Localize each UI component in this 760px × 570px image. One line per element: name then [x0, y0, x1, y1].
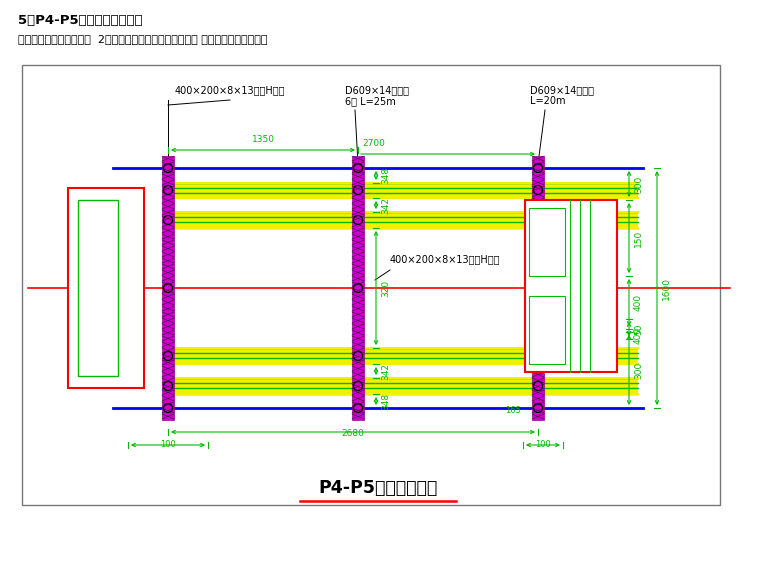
Text: 342: 342 — [381, 363, 390, 380]
Text: 320: 320 — [381, 279, 390, 296]
Text: P4: P4 — [76, 283, 90, 293]
Bar — [164, 183, 638, 198]
Text: 160: 160 — [572, 213, 578, 227]
Text: L=20m: L=20m — [530, 96, 565, 106]
Bar — [164, 212, 638, 228]
Text: 1600: 1600 — [662, 276, 671, 299]
Text: D609×14锤管桑: D609×14锤管桑 — [530, 85, 594, 95]
Text: 2680: 2680 — [341, 429, 365, 438]
Text: 300: 300 — [634, 176, 643, 193]
Text: 348: 348 — [381, 392, 390, 410]
Text: 400: 400 — [634, 294, 643, 311]
Text: D609×14锤管桑: D609×14锤管桑 — [345, 85, 409, 95]
Text: 400×200×8×13双拼H型钔: 400×200×8×13双拼H型钔 — [390, 254, 501, 264]
Text: 300: 300 — [634, 361, 643, 378]
Bar — [164, 348, 638, 364]
Text: 342: 342 — [381, 197, 390, 214]
Bar — [532, 156, 544, 420]
Text: 6根 L=25m: 6根 L=25m — [345, 96, 396, 106]
Text: 130: 130 — [572, 298, 578, 312]
Text: 5、P4-P5跨跨中锤管桑验算: 5、P4-P5跨跨中锤管桑验算 — [18, 14, 143, 27]
Text: 100: 100 — [535, 440, 551, 449]
Bar — [529, 208, 565, 276]
Bar — [164, 378, 638, 394]
Text: 150: 150 — [634, 229, 643, 247]
Text: 400×200×8×13双拼H型钔: 400×200×8×13双拼H型钔 — [175, 85, 286, 95]
Text: 100: 100 — [160, 440, 176, 449]
Bar — [525, 200, 617, 372]
Bar — [352, 156, 364, 420]
Bar — [22, 65, 720, 505]
Text: 50: 50 — [634, 323, 643, 335]
Bar — [68, 188, 144, 388]
Text: 130: 130 — [572, 243, 578, 256]
Text: 每个承台每侧布置锤管桑  2根个，受力取上述模型支座反力 ，具体布置形式如下：: 每个承台每侧布置锤管桑 2根个，受力取上述模型支座反力 ，具体布置形式如下： — [18, 34, 268, 44]
Text: 160: 160 — [572, 328, 578, 342]
Bar — [162, 156, 174, 420]
Text: P4-P5筱梁支架平面: P4-P5筱梁支架平面 — [318, 479, 438, 497]
Bar — [529, 296, 565, 364]
Text: 348: 348 — [381, 167, 390, 184]
Bar — [78, 200, 118, 376]
Text: P5: P5 — [575, 283, 589, 293]
Text: 2700: 2700 — [362, 139, 385, 148]
Text: 165: 165 — [505, 406, 521, 415]
Text: 400: 400 — [634, 327, 643, 344]
Text: 1350: 1350 — [252, 135, 274, 144]
